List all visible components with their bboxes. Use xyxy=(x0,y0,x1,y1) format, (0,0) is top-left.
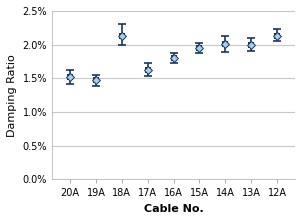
Point xyxy=(249,43,253,46)
Point xyxy=(94,79,98,82)
Point xyxy=(275,34,279,38)
Point xyxy=(223,42,228,46)
Point xyxy=(249,43,253,46)
Point xyxy=(223,42,228,46)
Point xyxy=(275,34,279,38)
Point xyxy=(171,56,176,60)
Point xyxy=(197,46,202,50)
Point xyxy=(119,34,124,38)
Point xyxy=(119,34,124,38)
X-axis label: Cable No.: Cable No. xyxy=(144,204,203,214)
Point xyxy=(68,75,72,79)
Point xyxy=(171,56,176,60)
Point xyxy=(94,79,98,82)
Y-axis label: Damping Ratio: Damping Ratio xyxy=(7,54,17,137)
Point xyxy=(68,75,72,79)
Point xyxy=(145,68,150,71)
Point xyxy=(145,68,150,71)
Point xyxy=(197,46,202,50)
